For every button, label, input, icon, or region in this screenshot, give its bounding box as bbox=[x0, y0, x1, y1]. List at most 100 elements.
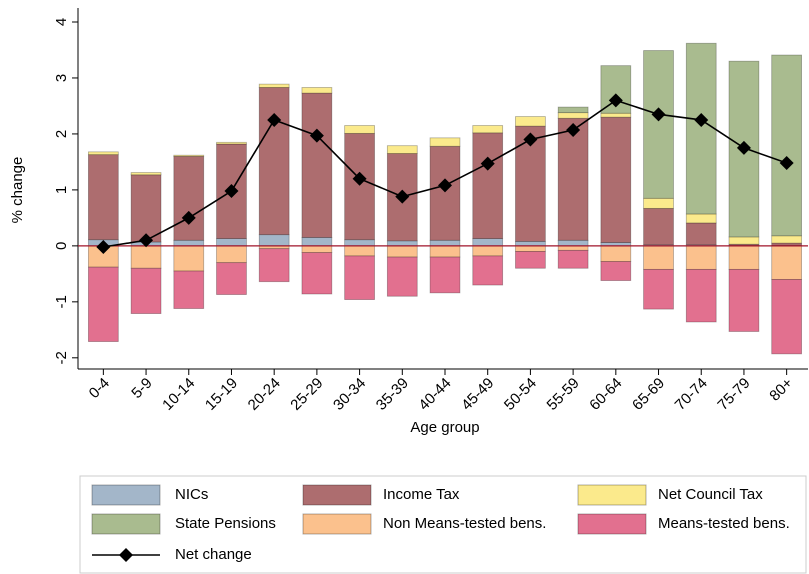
bar-segment bbox=[173, 155, 205, 241]
bar-segment bbox=[429, 239, 461, 247]
x-tick-label: 35-39 bbox=[373, 375, 412, 414]
bar-segment bbox=[728, 245, 760, 270]
marker bbox=[438, 178, 452, 193]
marker bbox=[651, 107, 666, 122]
bar-segment bbox=[600, 116, 632, 243]
legend-label: NICs bbox=[175, 486, 208, 503]
marker bbox=[267, 112, 282, 127]
bar-segment bbox=[643, 207, 674, 246]
bar-segment bbox=[173, 154, 205, 157]
legend-label: Non Means-tested bens. bbox=[383, 515, 546, 532]
bar-segment bbox=[173, 239, 205, 247]
x-tick-label: 40-44 bbox=[415, 375, 454, 414]
bar-segment bbox=[515, 251, 546, 269]
y-tick-label: 3 bbox=[53, 74, 70, 82]
bar-segment bbox=[685, 213, 717, 224]
bar-segment bbox=[685, 268, 717, 323]
bar-segment bbox=[258, 234, 290, 247]
legend-swatch bbox=[91, 484, 161, 506]
marker bbox=[224, 184, 239, 199]
x-tick-label: 55-59 bbox=[544, 375, 583, 414]
y-tick-label: -1 bbox=[53, 295, 70, 308]
bar-segment bbox=[386, 256, 418, 297]
bar-segment bbox=[728, 236, 760, 245]
y-tick-label: -2 bbox=[53, 351, 70, 364]
legend-label: Income Tax bbox=[383, 486, 460, 503]
bar-segment bbox=[344, 239, 375, 247]
bar-segment bbox=[88, 151, 119, 156]
bar-segment bbox=[258, 87, 290, 236]
bar-segment bbox=[130, 267, 162, 314]
bar-segment bbox=[216, 141, 247, 145]
bar-segment bbox=[685, 42, 717, 215]
bar-segment bbox=[386, 240, 418, 247]
legend-swatch bbox=[577, 513, 647, 535]
bar-segment bbox=[344, 255, 375, 300]
bar-segment bbox=[301, 92, 333, 238]
x-tick-label: 30-34 bbox=[330, 375, 369, 414]
bar-segment bbox=[472, 238, 504, 247]
bar-segment bbox=[429, 137, 461, 147]
marker bbox=[395, 189, 410, 204]
bar-segment bbox=[600, 112, 632, 118]
bar-segment bbox=[557, 245, 589, 251]
bar-segment bbox=[173, 270, 205, 309]
bar-segment bbox=[429, 256, 461, 294]
bar-segment bbox=[515, 245, 546, 252]
bar-segment bbox=[130, 174, 162, 243]
bar-segment bbox=[216, 238, 247, 247]
bar-segment bbox=[88, 266, 119, 342]
x-tick-label: 15-19 bbox=[202, 375, 241, 414]
marker bbox=[736, 140, 751, 155]
x-tick-label: 20-24 bbox=[245, 375, 284, 414]
bar-segment bbox=[344, 132, 375, 241]
legend-label: Net change bbox=[175, 546, 252, 563]
legend-swatch bbox=[577, 484, 647, 506]
marker bbox=[480, 156, 495, 171]
legend-label: Net Council Tax bbox=[658, 486, 763, 503]
bar-segment bbox=[130, 172, 162, 176]
bar-segment bbox=[88, 154, 119, 241]
bar-segment bbox=[386, 245, 418, 258]
legend-label: State Pensions bbox=[175, 515, 276, 532]
legend-label: Means-tested bens. bbox=[658, 515, 790, 532]
y-tick-label: 1 bbox=[53, 186, 70, 194]
bar-segment bbox=[301, 252, 333, 295]
bar-segment bbox=[771, 279, 802, 355]
bar-segment bbox=[301, 245, 333, 253]
bar-segment bbox=[515, 240, 546, 247]
bar-segment bbox=[344, 245, 375, 257]
bar-segment bbox=[216, 262, 247, 295]
bar-segment bbox=[344, 125, 375, 134]
bar-segment bbox=[515, 116, 546, 127]
legend-box bbox=[79, 475, 807, 574]
x-tick-label: 25-29 bbox=[287, 375, 326, 414]
x-tick-label: 70-74 bbox=[672, 375, 711, 414]
x-tick-label: 65-69 bbox=[629, 375, 668, 414]
marker bbox=[96, 239, 111, 254]
marker bbox=[694, 112, 709, 127]
bar-segment bbox=[771, 245, 802, 280]
marker bbox=[608, 93, 623, 108]
marker bbox=[523, 132, 538, 147]
x-tick-label: 50-54 bbox=[501, 375, 540, 414]
y-tick-label: 2 bbox=[53, 130, 70, 138]
bar-segment bbox=[130, 245, 162, 269]
bar-segment bbox=[429, 245, 461, 258]
bar-segment bbox=[557, 112, 589, 119]
bar-segment bbox=[557, 249, 589, 269]
x-tick-label: 0-4 bbox=[86, 375, 113, 402]
y-tick-label: 0 bbox=[53, 242, 70, 250]
bar-segment bbox=[643, 268, 674, 310]
bar-segment bbox=[258, 248, 290, 283]
legend-marker bbox=[119, 548, 133, 562]
bar-segment bbox=[472, 255, 504, 286]
x-axis-label: Age group bbox=[410, 419, 479, 436]
bar-segment bbox=[771, 54, 802, 237]
bar-segment bbox=[557, 239, 589, 247]
bar-segment bbox=[173, 245, 205, 272]
x-tick-label: 60-64 bbox=[586, 375, 625, 414]
bar-segment bbox=[728, 268, 760, 332]
bar-segment bbox=[557, 117, 589, 241]
